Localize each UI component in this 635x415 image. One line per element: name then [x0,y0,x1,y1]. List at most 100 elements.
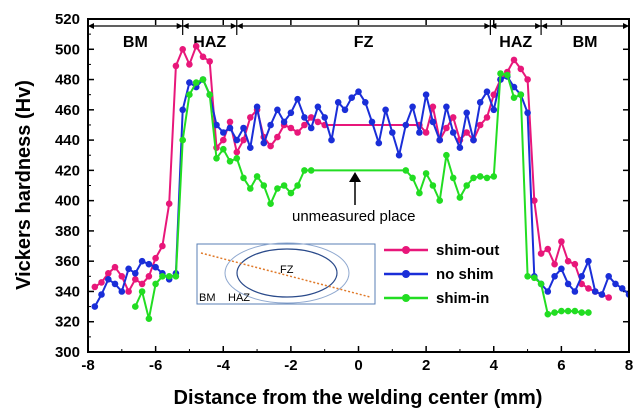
data-point [98,279,105,286]
legend: shim-out no shim shim-in [384,242,499,307]
data-point [233,136,241,144]
data-point [125,288,132,295]
data-point [591,288,599,295]
x-tick-label: -6 [149,357,162,374]
legend-marker-shim-in [402,294,410,302]
data-point [355,88,362,95]
data-point [287,109,295,117]
x-tick-label: 4 [490,357,499,374]
x-tick-label: -4 [217,357,231,374]
data-point [287,124,295,132]
data-point [220,129,227,136]
inset-frame [196,243,376,305]
y-tick-label: 340 [55,283,80,300]
data-point [260,139,268,147]
data-point [294,129,301,136]
data-point [571,288,579,295]
data-point [490,173,498,180]
data-point [409,103,416,111]
data-point [159,242,166,250]
y-tick-label: 380 [55,223,80,240]
data-point [226,124,234,132]
data-point [267,142,274,150]
data-point [287,189,295,197]
tick-layer: -8 -6 -4 -2 0 2 4 6 8 300 320 340 360 380 400 420 440 460… [55,11,633,374]
data-point [470,174,477,182]
zone-label: BM [123,34,148,51]
zone-label: BM [573,34,598,51]
zone-label: HAZ [193,34,226,51]
data-point [165,200,173,207]
data-point [531,197,538,204]
data-point [172,62,180,70]
data-point [476,121,484,129]
zone-arrow-head-right [230,23,237,29]
legend-label-shim-in: shim-in [436,290,489,307]
data-point [91,283,99,291]
zone-arrow-head-left [236,23,243,29]
y-tick-label: 440 [55,132,80,149]
data-point [307,167,315,174]
y-tick-label: 460 [55,102,80,119]
inset-measure-line [200,252,371,298]
zone-arrow-head-right [623,23,629,29]
zone-label: HAZ [499,34,532,51]
data-point [558,238,565,245]
data-point [274,185,281,192]
data-point [186,91,193,98]
data-point [618,285,626,292]
y-tick-label: 420 [55,162,80,179]
annotation-arrow-head [349,172,361,182]
data-point [274,106,281,114]
data-point [105,276,112,283]
data-point [206,91,213,98]
x-tick-label: -2 [284,357,297,374]
data-point [429,182,437,189]
data-point [91,303,99,310]
data-point [544,288,552,295]
data-point [375,139,383,147]
data-point [551,309,558,316]
data-point [416,129,423,136]
data-point [382,106,389,114]
data-point [220,145,227,153]
data-point [186,79,193,86]
data-point [206,58,213,65]
data-point [476,173,484,180]
data-point [348,94,356,101]
data-point [98,291,105,298]
annotation-text: unmeasured place [292,208,415,225]
data-point [145,315,153,323]
data-point [517,65,525,73]
zone-arrow-head-right [535,23,542,29]
data-point [429,103,437,111]
data-point [422,91,430,98]
data-point [226,158,234,165]
data-point [598,291,606,298]
data-point [138,257,146,265]
data-point [247,144,254,151]
data-point [105,270,112,277]
data-point [537,280,545,288]
data-point [159,273,166,280]
data-point [544,245,552,253]
data-point [267,121,274,129]
y-axis-label: Vickers hardness (Hv) [13,80,35,290]
data-point [422,170,430,177]
data-point [422,129,430,136]
data-point [294,182,301,189]
data-point [564,280,572,288]
data-point [267,200,274,207]
data-point [280,182,288,189]
data-point [443,124,450,132]
data-point [118,288,126,295]
inset-label-bm: BM [199,292,216,304]
y-tick-label: 300 [55,344,80,361]
data-point [334,99,342,106]
data-point [172,273,180,280]
data-point [551,273,558,280]
data-point [443,103,450,111]
unmeasured-annotation: unmeasured place [292,172,415,225]
data-point [152,280,159,288]
weld-inset: FZ BM HAZ [196,242,376,305]
